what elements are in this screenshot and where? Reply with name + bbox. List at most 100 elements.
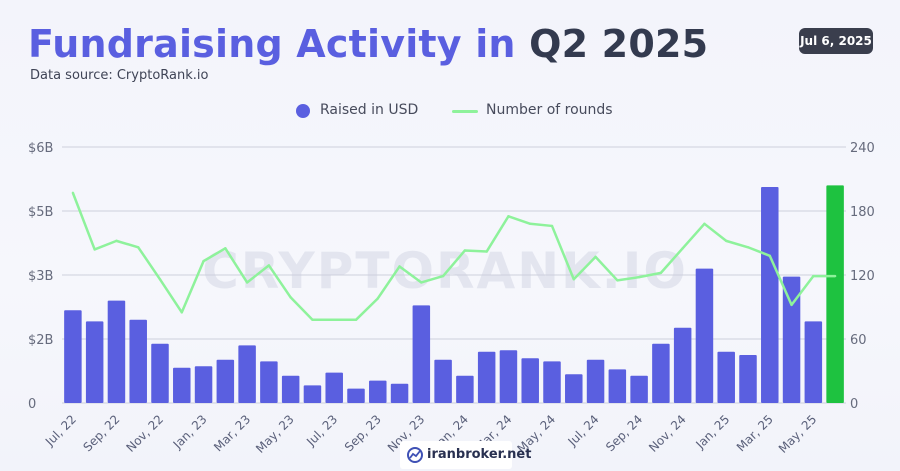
bar[interactable]	[477, 351, 496, 403]
site-badge[interactable]: iranbroker.net	[400, 441, 531, 469]
line-point	[746, 246, 750, 249]
legend-label-raised: Raised in USD	[320, 102, 419, 118]
left-tick-label: $2B	[28, 333, 53, 348]
bar[interactable]	[521, 358, 539, 403]
bar[interactable]	[739, 355, 757, 403]
bar[interactable]	[64, 310, 82, 403]
bar[interactable]	[630, 375, 648, 403]
line-point	[267, 264, 271, 267]
bar[interactable]	[761, 187, 779, 403]
x-tick-label: Sep, 23	[342, 412, 384, 454]
bar[interactable]	[826, 185, 844, 403]
bar[interactable]	[652, 343, 670, 403]
x-tick-label: Sep, 22	[80, 412, 122, 454]
right-tick-label: 0	[850, 397, 858, 412]
bar[interactable]	[325, 372, 343, 403]
grid-lines	[62, 146, 846, 404]
bar[interactable]	[216, 359, 235, 403]
line-point	[768, 254, 771, 257]
bar[interactable]	[717, 351, 735, 403]
page-title: Fundraising Activity in Q2 2025	[28, 22, 708, 66]
line-point	[180, 311, 183, 314]
bar[interactable]	[499, 350, 518, 403]
x-tick-label: Nov, 24	[646, 412, 689, 455]
bar[interactable]	[85, 321, 104, 403]
right-tick-label: 180	[850, 205, 875, 220]
rounds-line	[71, 192, 836, 322]
data-source: Data source: CryptoRank.io	[30, 68, 209, 83]
title-highlight: Fundraising Activity in	[28, 22, 516, 66]
x-tick-label: Mar, 23	[211, 412, 253, 454]
line-point	[659, 271, 663, 275]
line-point	[463, 249, 467, 252]
bar[interactable]	[565, 374, 583, 403]
line-point	[71, 191, 75, 195]
bar[interactable]	[390, 383, 409, 403]
line-point	[420, 281, 423, 284]
x-tick-label: May, 25	[776, 412, 820, 456]
legend-line-icon	[452, 110, 478, 113]
bar[interactable]	[782, 276, 801, 403]
bar[interactable]	[194, 366, 213, 403]
line-point	[202, 259, 205, 263]
legend-label-rounds: Number of rounds	[486, 102, 613, 118]
x-tick-label: Sep, 24	[603, 412, 645, 454]
line-point	[354, 318, 358, 321]
line-point	[115, 239, 118, 243]
line-point	[637, 275, 641, 279]
bar[interactable]	[434, 359, 452, 403]
bar[interactable]	[543, 361, 561, 403]
bar[interactable]	[347, 388, 365, 403]
date-badge: Jul 6, 2025	[799, 28, 873, 54]
x-tick-label: Jul, 23	[303, 412, 340, 449]
x-tick-label: Mar, 25	[734, 412, 776, 454]
bar[interactable]	[456, 375, 474, 403]
line-point	[93, 248, 96, 251]
bar-series	[64, 185, 844, 403]
bar[interactable]	[238, 345, 256, 403]
line-point	[507, 215, 510, 218]
line-point	[725, 239, 728, 243]
line-point	[376, 297, 379, 300]
line-point	[572, 278, 575, 281]
x-tick-label: Jan, 25	[692, 412, 732, 452]
bar[interactable]	[369, 380, 387, 403]
line-point	[594, 255, 597, 259]
x-tick-label: Nov, 22	[123, 412, 166, 455]
bar[interactable]	[804, 321, 823, 403]
line-point	[485, 250, 488, 253]
x-tick-label: Jul, 24	[565, 412, 602, 449]
bar[interactable]	[695, 268, 714, 403]
bar[interactable]	[303, 385, 322, 403]
bar[interactable]	[673, 327, 692, 403]
bar[interactable]	[608, 369, 627, 403]
line-point	[833, 274, 837, 278]
bar[interactable]	[173, 367, 191, 403]
bar[interactable]	[260, 361, 278, 403]
line-point	[333, 318, 336, 321]
right-tick-label: 240	[850, 141, 875, 156]
site-badge-text: iranbroker.net	[427, 447, 532, 462]
line-point	[224, 247, 227, 250]
bar[interactable]	[107, 300, 126, 403]
line-point	[311, 318, 314, 321]
bar[interactable]	[151, 343, 169, 403]
x-tick-label: Jan, 23	[170, 412, 210, 452]
line-point	[137, 246, 140, 249]
trend-icon	[407, 447, 423, 463]
line-point	[812, 274, 815, 278]
bar[interactable]	[281, 375, 300, 403]
bar[interactable]	[129, 319, 147, 403]
right-tick-label: 120	[850, 269, 875, 284]
line-point	[398, 265, 401, 268]
bar[interactable]	[586, 359, 605, 403]
line-point	[158, 278, 162, 281]
line-point	[550, 224, 554, 228]
line-point	[703, 222, 706, 225]
line-point	[681, 247, 684, 250]
left-tick-label: $6B	[28, 141, 53, 156]
left-tick-label: 0	[28, 397, 36, 412]
x-tick-label: Jul, 22	[42, 412, 79, 449]
bar[interactable]	[412, 305, 431, 403]
